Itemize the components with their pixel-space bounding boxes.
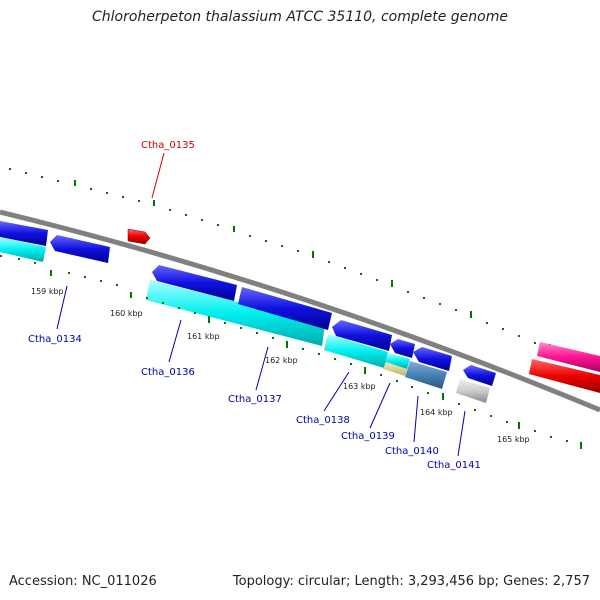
gene-ctha-0140-cds: [405, 361, 447, 389]
gene-label-ctha-0138: Ctha_0138: [296, 415, 350, 426]
kbp-label: 162 kbp: [265, 356, 298, 365]
kbp-label: 164 kbp: [420, 408, 453, 417]
gene-ctha-0141-cds: [456, 379, 490, 403]
gene-label-ctha-0134: Ctha_0134: [28, 334, 82, 345]
forward-features: [127, 228, 600, 393]
gene-red-feature: [529, 359, 600, 393]
leader-line: [413, 395, 419, 443]
kbp-label: 160 kbp: [110, 309, 143, 318]
gene-ctha-0136-cds: [146, 280, 325, 346]
gene-ctha-0136-arrow: [152, 265, 237, 301]
kbp-labels: 159 kbp 160 kbp 161 kbp 162 kbp 163 kbp …: [31, 287, 530, 444]
gene-ctha-0139-misc: [383, 362, 407, 376]
reverse-features: [0, 221, 496, 403]
inner-tick-ring: [0, 255, 582, 449]
gene-magenta-feature: [537, 342, 600, 372]
leader-line: [255, 346, 269, 391]
leader-line: [369, 382, 391, 429]
gene-label-ctha-0135: Ctha_0135: [141, 140, 195, 151]
gene-ctha-0137-arrow: [238, 287, 332, 330]
gene-ctha-0138-cds: [324, 334, 388, 368]
gene-ctha-0139-arrow: [390, 339, 415, 358]
gene-label-ctha-0137: Ctha_0137: [228, 394, 282, 405]
gene-label-ctha-0141: Ctha_0141: [427, 460, 481, 471]
kbp-label: 161 kbp: [187, 332, 220, 341]
gene-cyan-left: [0, 237, 46, 262]
gene-ctha-0135-arrow: [127, 228, 151, 245]
gene-label-ctha-0136: Ctha_0136: [141, 367, 195, 378]
gene-labels: Ctha_0135 Ctha_0134 Ctha_0136 Ctha_0137 …: [28, 140, 481, 471]
gene-blue-left: [0, 221, 48, 246]
kbp-label: 165 kbp: [497, 435, 530, 444]
accession-label: Accession: NC_011026: [9, 574, 157, 589]
leader-line: [323, 371, 350, 412]
gene-label-ctha-0139: Ctha_0139: [341, 431, 395, 442]
gene-ctha-0141-arrow: [463, 365, 496, 386]
gene-label-ctha-0140: Ctha_0140: [385, 446, 439, 457]
leader-line: [168, 319, 182, 363]
topology-summary: Topology: circular; Length: 3,293,456 bp…: [232, 574, 590, 589]
gene-ctha-0134-arrow: [50, 235, 110, 263]
leader-line: [457, 410, 466, 457]
gene-ctha-0139-cds: [385, 353, 410, 369]
leader-line: [151, 152, 165, 199]
genome-backbone: [0, 209, 600, 413]
gene-ctha-0140-arrow: [413, 347, 452, 371]
kbp-label: 159 kbp: [31, 287, 64, 296]
gene-ctha-0138-arrow: [332, 320, 392, 351]
genome-title: Chloroherpeton thalassium ATCC 35110, co…: [92, 9, 508, 25]
kbp-label: 163 kbp: [343, 382, 376, 391]
leader-line: [56, 285, 68, 330]
